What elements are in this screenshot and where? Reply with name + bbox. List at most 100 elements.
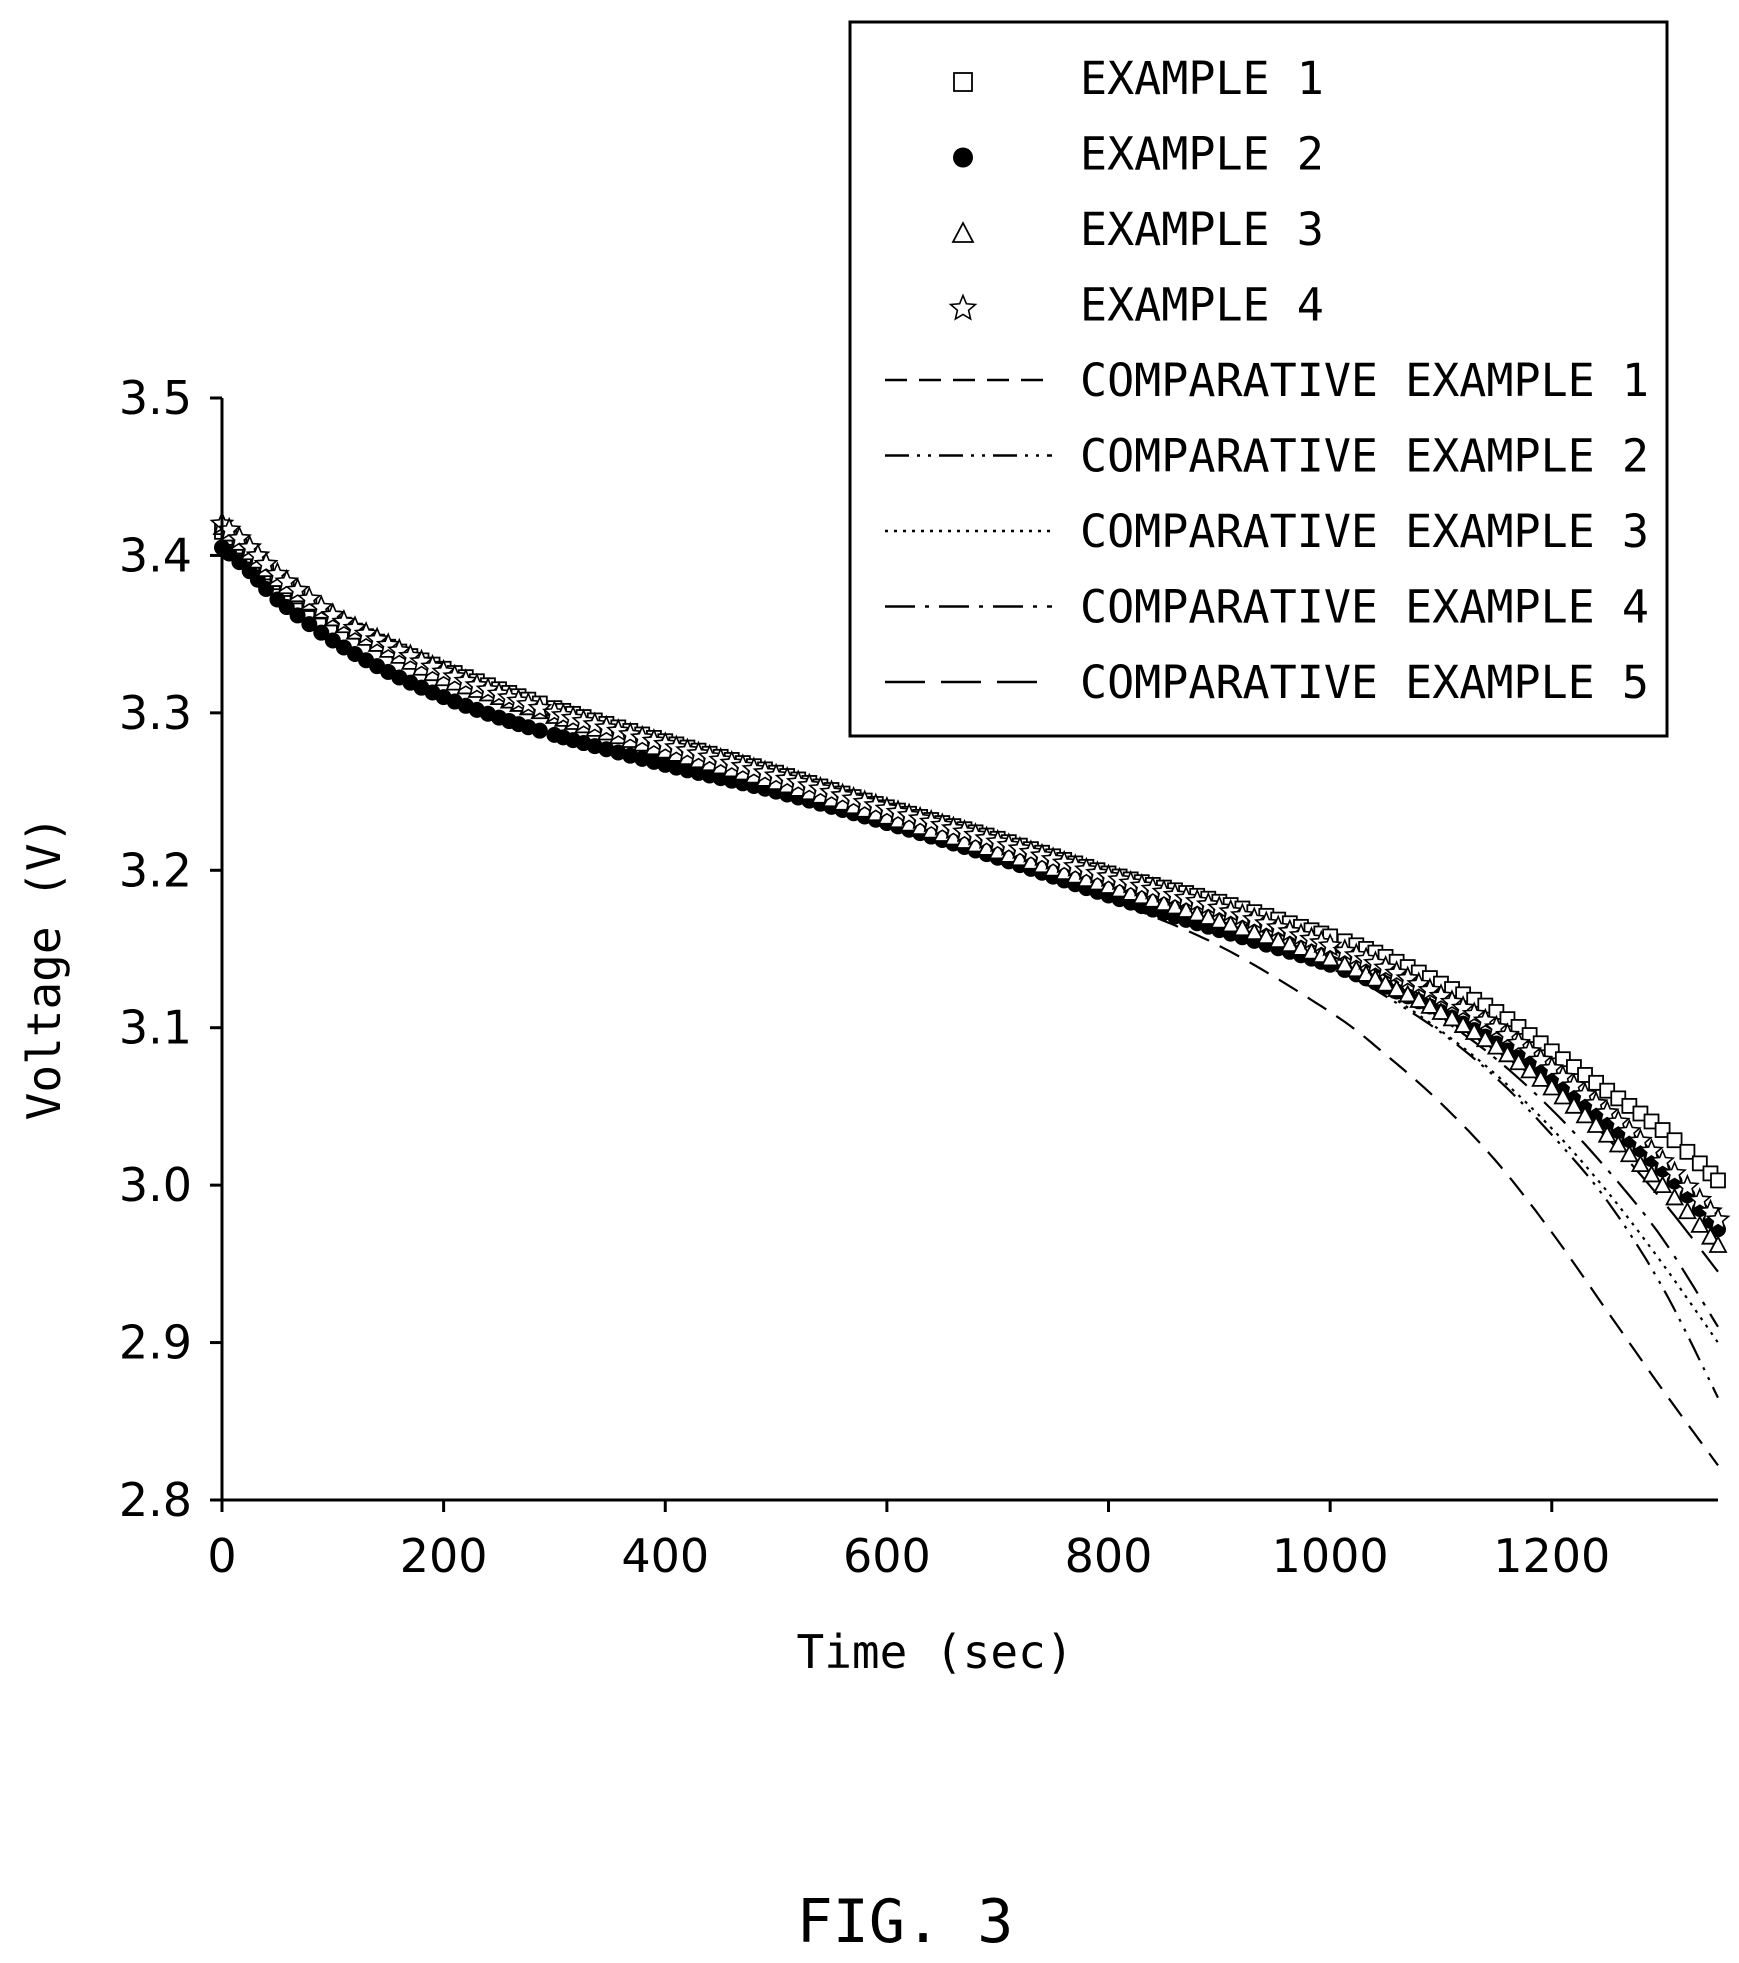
data-point (1653, 1175, 1673, 1194)
figure-label: FIG. 3 (797, 1887, 1014, 1957)
y-tick-label: 2.9 (119, 1316, 192, 1370)
data-point (1594, 1099, 1620, 1124)
data-point (1705, 1206, 1731, 1231)
data-point (1241, 906, 1267, 930)
data-point (1666, 1132, 1683, 1149)
data-point (1335, 954, 1355, 973)
legend-label: COMPARATIVE EXAMPLE 1 (1080, 354, 1649, 407)
data-point (1665, 1187, 1685, 1206)
data-point (1654, 1122, 1671, 1138)
legend-marker (953, 72, 973, 92)
data-point (1575, 1105, 1595, 1124)
data-point (963, 822, 988, 846)
data-point (1132, 886, 1152, 905)
legend-label: COMPARATIVE EXAMPLE 2 (1080, 430, 1649, 483)
data-point (296, 585, 322, 610)
data-point (1597, 1124, 1617, 1143)
data-point (1650, 1148, 1676, 1173)
x-tick-label: 600 (843, 1529, 931, 1583)
data-point (531, 722, 548, 739)
data-point (1619, 1144, 1639, 1163)
data-point (1268, 930, 1288, 949)
data-point (313, 624, 330, 641)
data-point (1085, 860, 1110, 884)
data-point (1165, 896, 1185, 915)
x-tick-label: 800 (1065, 1529, 1153, 1583)
axes (220, 398, 1718, 1502)
data-point (1497, 1044, 1517, 1063)
legend-label: EXAMPLE 2 (1080, 128, 1324, 181)
x-tick-label: 1000 (1272, 1529, 1389, 1583)
data-point (641, 728, 667, 752)
data-point (1564, 1095, 1584, 1114)
data-point (1450, 995, 1476, 1019)
data-point (1700, 1226, 1720, 1245)
y-tick-label: 3.1 (119, 1001, 192, 1055)
data-point (1687, 1187, 1713, 1211)
data-point (1608, 1134, 1628, 1153)
data-point (1453, 1015, 1473, 1033)
data-point (1244, 922, 1264, 941)
data-point (1232, 918, 1252, 937)
data-point (1638, 1138, 1665, 1162)
data-point (1256, 926, 1276, 945)
y-tick-label: 3.3 (119, 686, 192, 740)
data-point (1356, 964, 1376, 982)
data-point (1605, 1108, 1631, 1133)
data-point (1677, 1201, 1697, 1220)
data-point (1690, 1214, 1710, 1233)
legend-marker (953, 147, 973, 168)
legend-box (848, 20, 1669, 738)
tick-marks: 0 200 400 600 800 1000 1200 2.8 2.9 3.0 3.1 3.2 3.3 3… (119, 371, 1610, 1583)
legend-label: COMPARATIVE EXAMPLE 3 (1080, 505, 1649, 558)
y-tick-label: 3.2 (119, 843, 192, 897)
y-tick-label: 3.4 (119, 528, 192, 582)
legend-marker (951, 221, 975, 243)
data-point (1154, 893, 1174, 912)
data-point (289, 607, 306, 624)
legend-label: COMPARATIVE EXAMPLE 4 (1080, 581, 1649, 634)
x-tick-label: 1200 (1493, 1529, 1610, 1583)
data-point (1365, 968, 1385, 987)
series-markers (209, 510, 1731, 1253)
y-tick-label: 3.0 (119, 1158, 192, 1212)
data-point (1553, 1086, 1573, 1105)
legend-marker (948, 293, 978, 321)
data-point (918, 808, 944, 833)
data-point (1464, 1022, 1484, 1040)
x-tick-label: 400 (621, 1529, 709, 1583)
data-point (785, 769, 811, 793)
x-axis-title: Time (sec) (797, 1625, 1074, 1679)
data-point (1708, 1235, 1728, 1253)
legend-label: EXAMPLE 3 (1080, 203, 1324, 256)
data-point (1662, 1160, 1687, 1185)
data-point (1143, 889, 1163, 908)
data-point (796, 772, 822, 797)
data-point (301, 616, 318, 633)
data-point (1395, 965, 1421, 990)
y-axis-title: Voltage (V) (17, 816, 71, 1121)
data-point (610, 744, 627, 761)
legend-label: EXAMPLE 4 (1080, 279, 1324, 332)
data-point (1710, 1172, 1726, 1189)
legend: EXAMPLE 1 EXAMPLE 2 EXAMPLE 3 EXAMPLE 4 COMP… (848, 20, 1669, 738)
data-point (1586, 1115, 1606, 1133)
data-point (278, 599, 295, 616)
y-tick-label: 3.5 (119, 371, 192, 425)
data-point (1628, 1128, 1653, 1152)
y-tick-label: 2.8 (119, 1473, 192, 1527)
data-point (431, 658, 457, 683)
data-point (253, 551, 279, 575)
legend-label: EXAMPLE 1 (1080, 52, 1324, 105)
x-tick-label: 200 (400, 1529, 488, 1583)
data-point (1221, 914, 1241, 933)
data-point (1675, 1173, 1700, 1198)
data-point (1616, 1118, 1642, 1143)
data-point (1320, 948, 1340, 967)
x-tick-label: 0 (207, 1529, 236, 1583)
data-point (1475, 1029, 1495, 1048)
data-point (1317, 932, 1343, 957)
data-point (527, 695, 553, 719)
data-point (1642, 1164, 1662, 1183)
